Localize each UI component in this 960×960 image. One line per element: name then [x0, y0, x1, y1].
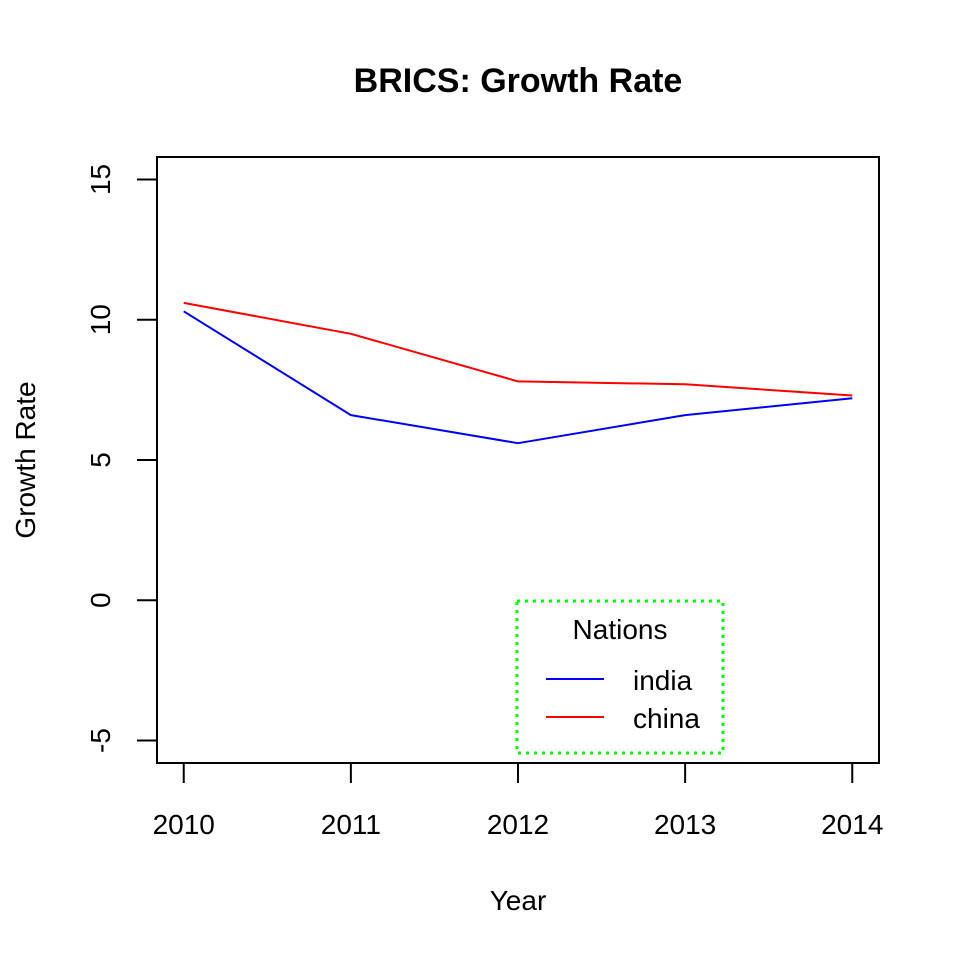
legend-label-china: china — [633, 703, 700, 734]
legend-title: Nations — [573, 614, 668, 645]
x-axis: 2010 2011 2012 2013 2014 — [153, 762, 883, 840]
x-tick-label: 2013 — [654, 809, 716, 840]
x-tick-label: 2012 — [487, 809, 549, 840]
y-axis-label: Growth Rate — [10, 381, 41, 538]
legend-box — [515, 599, 725, 755]
series-line-india — [183, 310, 853, 445]
x-tick-label: 2011 — [321, 809, 381, 840]
series-layer — [183, 301, 853, 445]
y-tick-label: 10 — [85, 304, 116, 335]
legend: Nations india china — [515, 599, 725, 755]
x-tick-label: 2010 — [153, 809, 215, 840]
series-line-china — [183, 301, 853, 397]
chart-title: BRICS: Growth Rate — [354, 62, 683, 100]
x-axis-label: Year — [490, 885, 547, 916]
legend-label-india: india — [633, 665, 693, 696]
y-axis: -5 0 5 10 15 — [85, 164, 158, 753]
y-tick-label: 15 — [85, 164, 116, 195]
y-tick-label: 0 — [85, 592, 116, 608]
y-tick-label: 5 — [85, 452, 116, 468]
x-tick-label: 2014 — [821, 809, 883, 840]
y-tick-label: -5 — [85, 728, 116, 753]
